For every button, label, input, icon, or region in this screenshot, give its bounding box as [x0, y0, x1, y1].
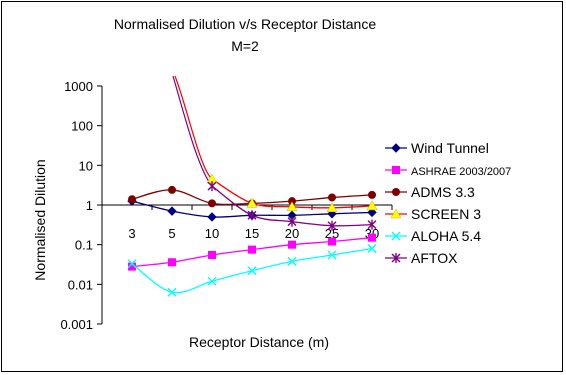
legend-label-ashrae-2003-2007: ASHRAE 2003/2007 [411, 166, 511, 178]
y-tick-label: 1 [86, 198, 93, 213]
y-tick-label: 10 [79, 158, 93, 173]
data-point-screen-3 [366, 200, 378, 211]
data-point-adms-3-3 [288, 197, 296, 206]
data-point-wind-tunnel [207, 212, 217, 222]
data-point-aftox [247, 210, 257, 221]
data-point-ashrae-2003-2007 [128, 262, 136, 271]
legend-marker-screen-3 [390, 208, 402, 219]
data-point-aloha-5-4 [327, 250, 337, 260]
data-point-screen-3 [326, 202, 338, 213]
data-point-ashrae-2003-2007 [368, 233, 376, 242]
legend: Wind Tunnel ASHRAE 2003/2007 ADMS 3.3 SCREE… [385, 140, 511, 266]
data-point-aftox [327, 220, 337, 231]
red-steep-curve [174, 75, 213, 180]
data-point-ashrae-2003-2007 [328, 237, 336, 246]
data-point-aloha-5-4 [127, 259, 137, 269]
data-point-aftox [207, 181, 217, 192]
legend-label-aftox: AFTOX [411, 250, 458, 266]
data-point-aloha-5-4 [207, 276, 217, 286]
aftox-steep-curve [172, 75, 213, 187]
titles: Normalised Dilution v/s Receptor Distanc… [114, 16, 376, 54]
y-tick-label: 0.01 [68, 277, 93, 292]
legend-marker-wind-tunnel [391, 143, 401, 153]
y-axis-label: Normalised Dilution [32, 159, 48, 280]
data-point-aloha-5-4 [287, 256, 297, 266]
data-point-aloha-5-4 [367, 244, 377, 254]
chart-title: Normalised Dilution v/s Receptor Distanc… [114, 16, 376, 32]
data-point-aftox [287, 216, 297, 227]
data-point-ashrae-2003-2007 [208, 250, 216, 259]
data-point-ashrae-2003-2007 [248, 245, 256, 254]
legend-marker-ashrae-2003-2007 [392, 166, 400, 174]
data-point-adms-3-3 [168, 185, 176, 194]
data-point-screen-3 [246, 197, 258, 208]
x-tick-label: 5 [168, 226, 175, 241]
y-tick-label: 0.001 [60, 317, 93, 332]
data-point-ashrae-2003-2007 [168, 258, 176, 267]
data-point-wind-tunnel [367, 207, 377, 218]
data-point-adms-3-3 [368, 190, 376, 199]
legend-label-screen-3: SCREEN 3 [411, 206, 481, 222]
data-point-adms-3-3 [208, 199, 216, 208]
data-point-adms-3-3 [328, 193, 336, 202]
x-tick-label: 10 [205, 226, 219, 241]
data-point-screen-3 [286, 201, 298, 212]
y-tick-label: 1000 [64, 79, 93, 94]
legend-label-wind-tunnel: Wind Tunnel [411, 140, 489, 156]
data-point-adms-3-3 [128, 195, 136, 204]
legend-marker-adms-3-3 [392, 188, 400, 196]
data-point-wind-tunnel [167, 206, 177, 216]
x-tick-label: 20 [285, 226, 299, 241]
legend-marker-aftox [391, 253, 401, 263]
y-tick-label: 100 [71, 119, 93, 134]
legend-marker-aloha-5-4 [391, 231, 401, 241]
legend-label-adms-3-3: ADMS 3.3 [411, 184, 475, 200]
data-point-aloha-5-4 [167, 287, 177, 297]
y-tick-label: 0.1 [75, 238, 93, 253]
x-axis-label: Receptor Distance (m) [189, 334, 329, 350]
chart-subtitle: M=2 [231, 38, 259, 54]
x-tick-label: 15 [245, 226, 259, 241]
legend-label-aloha-5-4: ALOHA 5.4 [411, 228, 481, 244]
data-point-aftox [367, 219, 377, 230]
x-tick-label: 3 [128, 226, 135, 241]
data-point-ashrae-2003-2007 [288, 240, 296, 249]
data-point-aloha-5-4 [247, 266, 257, 276]
